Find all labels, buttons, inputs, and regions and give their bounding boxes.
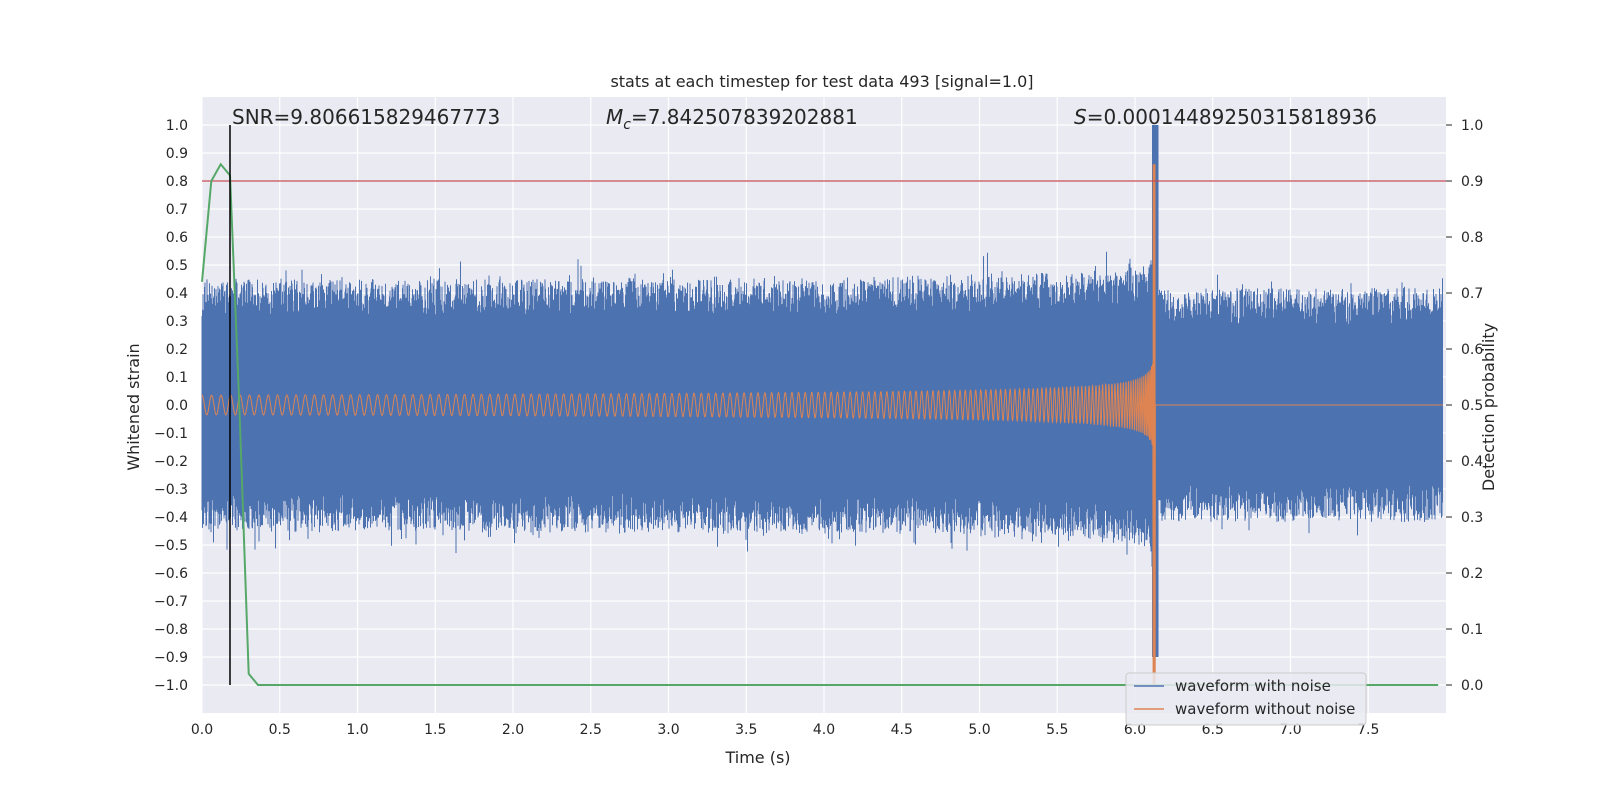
y-tick-label: 0.8 bbox=[166, 174, 188, 190]
snr-annotation: SNR=9.806615829467773 bbox=[232, 105, 500, 129]
x-tick-label: 7.5 bbox=[1357, 722, 1379, 738]
y-right-tick-label: 0.1 bbox=[1461, 622, 1483, 638]
x-tick-label: 3.0 bbox=[657, 722, 679, 738]
series-detection-probability bbox=[201, 162, 1439, 686]
s-annotation: S=0.00014489250315818936 bbox=[1074, 105, 1377, 129]
y-tick-label: 0.0 bbox=[166, 398, 188, 414]
x-tick-label: 5.0 bbox=[968, 722, 990, 738]
y-tick-label: −0.4 bbox=[154, 510, 188, 526]
chirp-mass-symbol: M bbox=[606, 105, 623, 129]
y-tick-label: 0.3 bbox=[166, 314, 188, 330]
y-right-tick-label: 1.0 bbox=[1461, 118, 1483, 134]
y-right-tick-label: 0.6 bbox=[1461, 342, 1483, 358]
legend: waveform with noise waveform without noi… bbox=[1125, 672, 1367, 726]
s-value: =0.00014489250315818936 bbox=[1087, 105, 1377, 129]
x-tick-label: 3.5 bbox=[735, 722, 757, 738]
y-tick-label: −1.0 bbox=[154, 678, 188, 694]
y-tick-label: 1.0 bbox=[166, 118, 188, 134]
y-right-tick-label: 0.8 bbox=[1461, 230, 1483, 246]
y-tick-label: 0.9 bbox=[166, 146, 188, 162]
y-axis-right-title: Detection probability bbox=[1479, 323, 1498, 491]
x-tick-label: 0.5 bbox=[269, 722, 291, 738]
legend-label-noisy: waveform with noise bbox=[1175, 677, 1331, 695]
y-tick-label: −0.2 bbox=[154, 454, 188, 470]
x-tick-label: 6.0 bbox=[1124, 722, 1146, 738]
series-waveform-with-noise bbox=[201, 125, 1443, 657]
chart-title: stats at each timestep for test data 493… bbox=[610, 72, 1033, 91]
y-right-tick-label: 0.4 bbox=[1461, 454, 1483, 470]
y-tick-label: −0.9 bbox=[154, 650, 188, 666]
x-tick-label: 5.5 bbox=[1046, 722, 1068, 738]
x-tick-label: 2.5 bbox=[580, 722, 602, 738]
x-tick-label: 0.0 bbox=[191, 722, 213, 738]
y-right-tick-label: 0.5 bbox=[1461, 398, 1483, 414]
y-right-tick-label: 0.9 bbox=[1461, 174, 1483, 190]
x-tick-label: 6.5 bbox=[1202, 722, 1224, 738]
y-right-tick-label: 0.7 bbox=[1461, 286, 1483, 302]
y-tick-label: −0.1 bbox=[154, 426, 188, 442]
x-axis-title: Time (s) bbox=[724, 748, 790, 767]
legend-box bbox=[1125, 672, 1367, 726]
y-tick-label: 0.5 bbox=[166, 258, 188, 274]
x-tick-label: 1.5 bbox=[424, 722, 446, 738]
s-symbol: S bbox=[1074, 105, 1087, 129]
x-axis-ticks: 0.0 0.5 1.0 1.5 2.0 2.5 3.0 3.5 4.0 4.5 5.0 5.5 6.0 6… bbox=[191, 722, 1380, 738]
y-tick-label: −0.7 bbox=[154, 594, 188, 610]
series-layer bbox=[201, 125, 1446, 686]
x-tick-label: 1.0 bbox=[346, 722, 368, 738]
x-tick-label: 4.5 bbox=[891, 722, 913, 738]
chirp-mass-annotation: Mc=7.842507839202881 bbox=[606, 105, 858, 133]
y-axis-right-ticks: 1.0 0.9 0.8 0.7 0.6 0.5 0.4 0.3 0.2 0.1 0.0 bbox=[1446, 118, 1483, 694]
y-tick-label: 0.7 bbox=[166, 202, 188, 218]
y-tick-label: −0.5 bbox=[154, 538, 188, 554]
y-tick-label: 0.2 bbox=[166, 342, 188, 358]
y-tick-label: −0.3 bbox=[154, 482, 188, 498]
y-tick-label: 0.6 bbox=[166, 230, 188, 246]
chirp-mass-subscript: c bbox=[623, 117, 631, 133]
y-tick-label: 0.4 bbox=[166, 286, 188, 302]
legend-label-clean: waveform without noise bbox=[1175, 700, 1355, 718]
y-right-tick-label: 0.3 bbox=[1461, 510, 1483, 526]
y-axis-ticks: 1.0 0.9 0.8 0.7 0.6 0.5 0.4 0.3 0.2 0.1 0.0 −0.1 −0.… bbox=[154, 118, 188, 694]
series-waveform-without-noise bbox=[201, 164, 1443, 686]
y-tick-label: −0.8 bbox=[154, 622, 188, 638]
x-tick-label: 7.0 bbox=[1279, 722, 1301, 738]
y-tick-label: −0.6 bbox=[154, 566, 188, 582]
y-right-tick-label: 0.2 bbox=[1461, 566, 1483, 582]
chirp-mass-value: =7.842507839202881 bbox=[631, 105, 858, 129]
y-right-tick-label: 0.0 bbox=[1461, 678, 1483, 694]
y-tick-label: 0.1 bbox=[166, 370, 188, 386]
y-axis-title: Whitened strain bbox=[124, 343, 143, 470]
x-tick-label: 2.0 bbox=[502, 722, 524, 738]
x-tick-label: 4.0 bbox=[813, 722, 835, 738]
